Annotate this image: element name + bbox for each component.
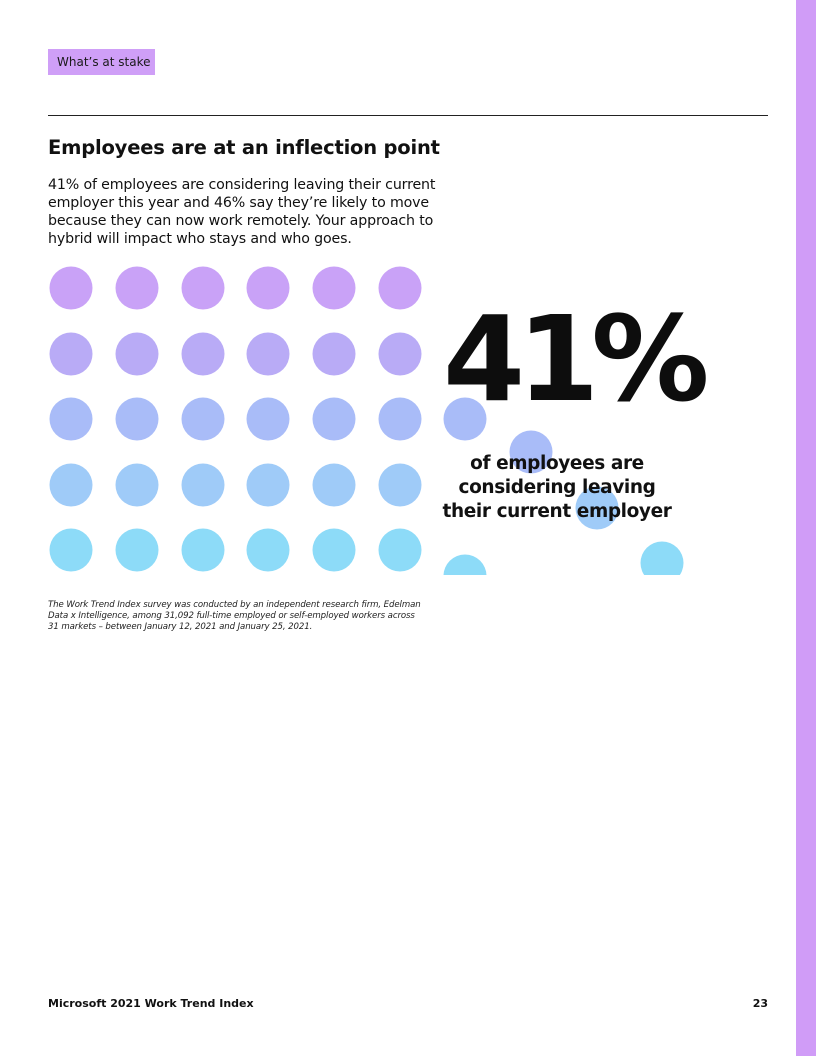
grid-dot [378, 332, 422, 376]
stat-value: 41% [443, 290, 709, 428]
scattered-dot [640, 541, 684, 575]
grid-dot [181, 397, 225, 441]
grid-dot [49, 528, 93, 572]
grid-dot [246, 397, 290, 441]
grid-dot [246, 463, 290, 507]
grid-dot [49, 463, 93, 507]
grid-dot [378, 528, 422, 572]
grid-dot [246, 332, 290, 376]
accent-side-bar [796, 0, 816, 1056]
scattered-dot [443, 397, 487, 441]
grid-dot [312, 332, 356, 376]
grid-dot [181, 528, 225, 572]
grid-dot [181, 463, 225, 507]
header-divider [48, 115, 768, 116]
grid-dot [378, 463, 422, 507]
grid-dot [49, 266, 93, 310]
grid-dot [312, 463, 356, 507]
intro-paragraph: 41% of employees are considering leaving… [48, 177, 436, 247]
grid-dot [115, 463, 159, 507]
grid-dot [246, 266, 290, 310]
grid-dot [312, 266, 356, 310]
grid-dot [181, 332, 225, 376]
page-headline: Employees are at an inflection point [48, 136, 440, 159]
grid-dot [49, 397, 93, 441]
scattered-dot [509, 430, 553, 474]
grid-dot [181, 266, 225, 310]
grid-dot [246, 528, 290, 572]
grid-dot [115, 397, 159, 441]
grid-dot [312, 397, 356, 441]
page-number: 23 [752, 997, 768, 1010]
grid-dot [115, 266, 159, 310]
grid-dot [378, 397, 422, 441]
grid-dot [378, 266, 422, 310]
scattered-dot [575, 486, 619, 530]
grid-dot [49, 332, 93, 376]
scattered-dot [443, 554, 487, 575]
footer-publication: Microsoft 2021 Work Trend Index [48, 997, 254, 1010]
grid-dot [115, 528, 159, 572]
section-tag: What’s at stake [48, 49, 155, 75]
grid-dot [312, 528, 356, 572]
grid-dot [115, 332, 159, 376]
stat-caption: of employees are considering leaving the… [442, 453, 672, 522]
survey-footnote: The Work Trend Index survey was conducte… [48, 600, 421, 632]
